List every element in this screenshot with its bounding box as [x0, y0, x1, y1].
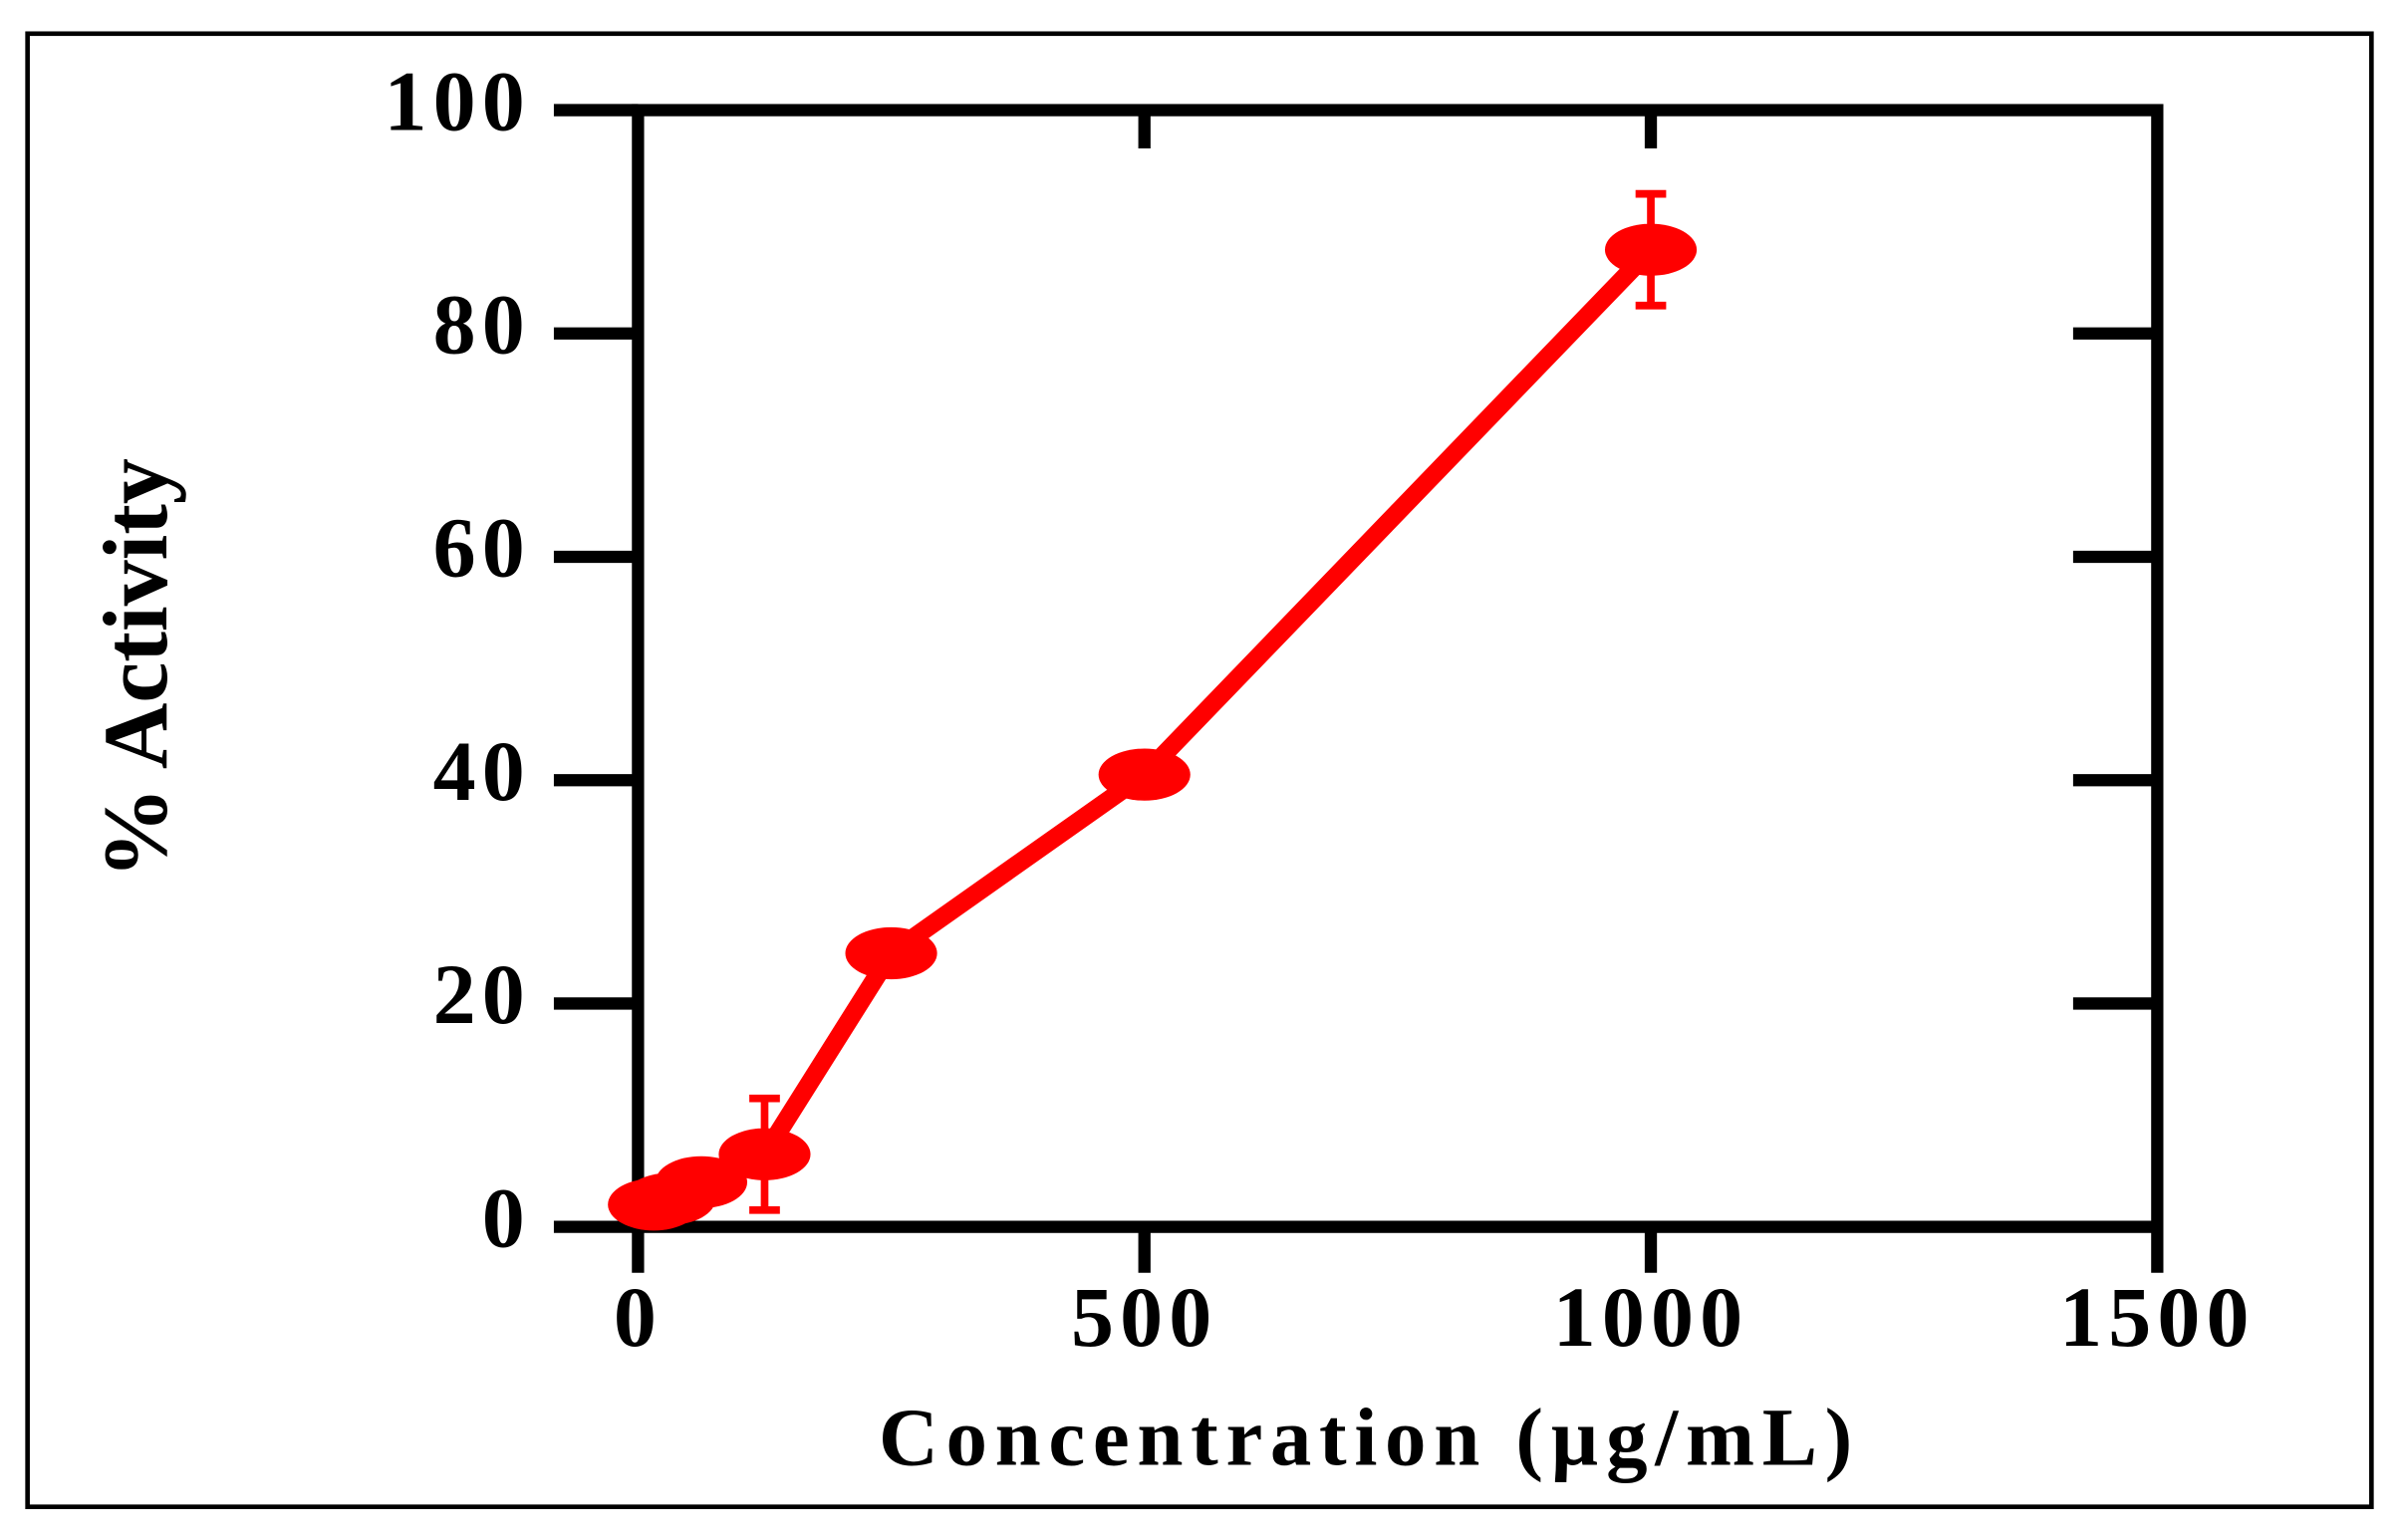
y-tick-label: 80 — [433, 277, 531, 373]
x-tick-label: 500 — [1071, 1269, 1217, 1365]
x-tick-label: 1000 — [1553, 1269, 1749, 1365]
y-axis-label: % Activity — [85, 458, 186, 879]
y-tick-label: 20 — [433, 946, 531, 1042]
y-tick-label: 60 — [433, 500, 531, 596]
x-tick-label: 1500 — [2059, 1269, 2256, 1365]
y-tick-label: 40 — [433, 723, 531, 819]
y-tick-label: 0 — [482, 1169, 531, 1265]
data-line — [651, 243, 1658, 1213]
marker — [655, 1155, 748, 1208]
marker — [718, 1128, 811, 1180]
figure-border — [25, 31, 2374, 1509]
marker — [845, 926, 937, 980]
marker — [1098, 748, 1191, 801]
marker — [1604, 223, 1698, 276]
y-tick-label: 100 — [384, 53, 530, 148]
plot-frame — [632, 104, 2164, 1233]
x-axis-label: Concentration (µg/mL) — [879, 1391, 1860, 1482]
x-tick-label: 0 — [614, 1269, 663, 1365]
